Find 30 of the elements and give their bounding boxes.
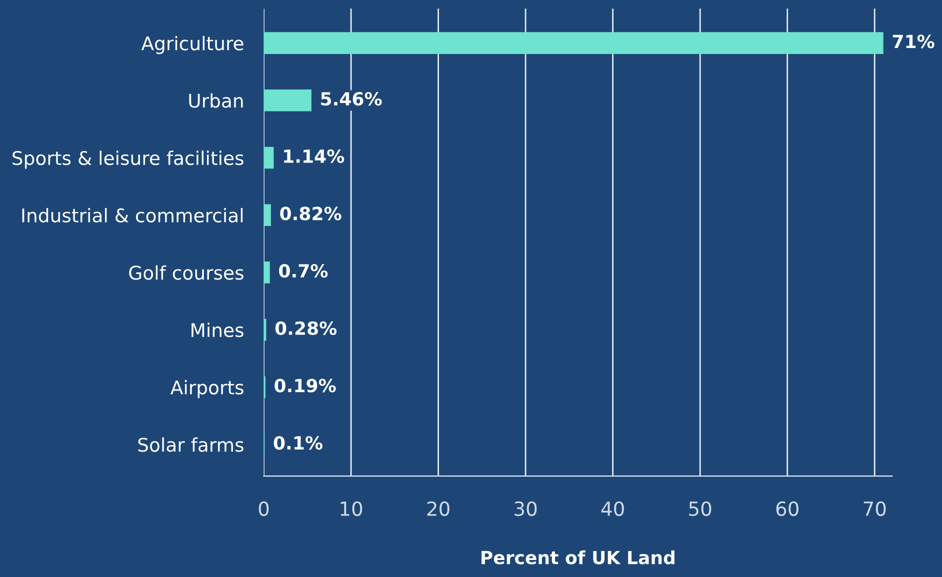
y-tick-label: Agriculture: [141, 36, 244, 54]
x-tick-label: 50: [689, 501, 712, 516]
data-label: 1.14%: [284, 149, 344, 163]
data-label: 0.82%: [280, 206, 342, 220]
x-tick-label: 0: [258, 501, 269, 516]
x-tick-label: 60: [776, 501, 798, 516]
x-axis-title: Percent of UK Land: [482, 550, 674, 564]
data-label: 71%: [892, 34, 934, 48]
bar: [264, 146, 274, 169]
x-tick-label: 30: [514, 501, 537, 516]
data-label: 0.19%: [274, 378, 336, 392]
y-tick-label: Mines: [192, 322, 244, 338]
y-tick-label: Urban: [189, 93, 243, 108]
bar: [264, 262, 270, 284]
x-tick-label: 70: [864, 501, 886, 516]
y-tick-label: Sports & leisure facilities: [12, 150, 244, 169]
x-tick-label: 40: [601, 501, 624, 516]
data-label: 5.46%: [321, 92, 382, 106]
x-tick-label: 10: [340, 501, 362, 516]
y-tick-label: Industrial & commercial: [22, 208, 243, 222]
y-tick-label: Airports: [170, 380, 244, 398]
data-label: 0.7%: [279, 264, 328, 278]
y-tick-label: Solar farms: [138, 437, 244, 452]
bar: [264, 204, 271, 226]
x-tick-label: 20: [427, 501, 450, 516]
data-label: 0.28%: [275, 321, 337, 336]
y-tick-label: Golf courses: [129, 265, 244, 280]
data-label: 0.1%: [274, 436, 322, 450]
bar: [264, 90, 312, 112]
bar: [264, 32, 884, 54]
